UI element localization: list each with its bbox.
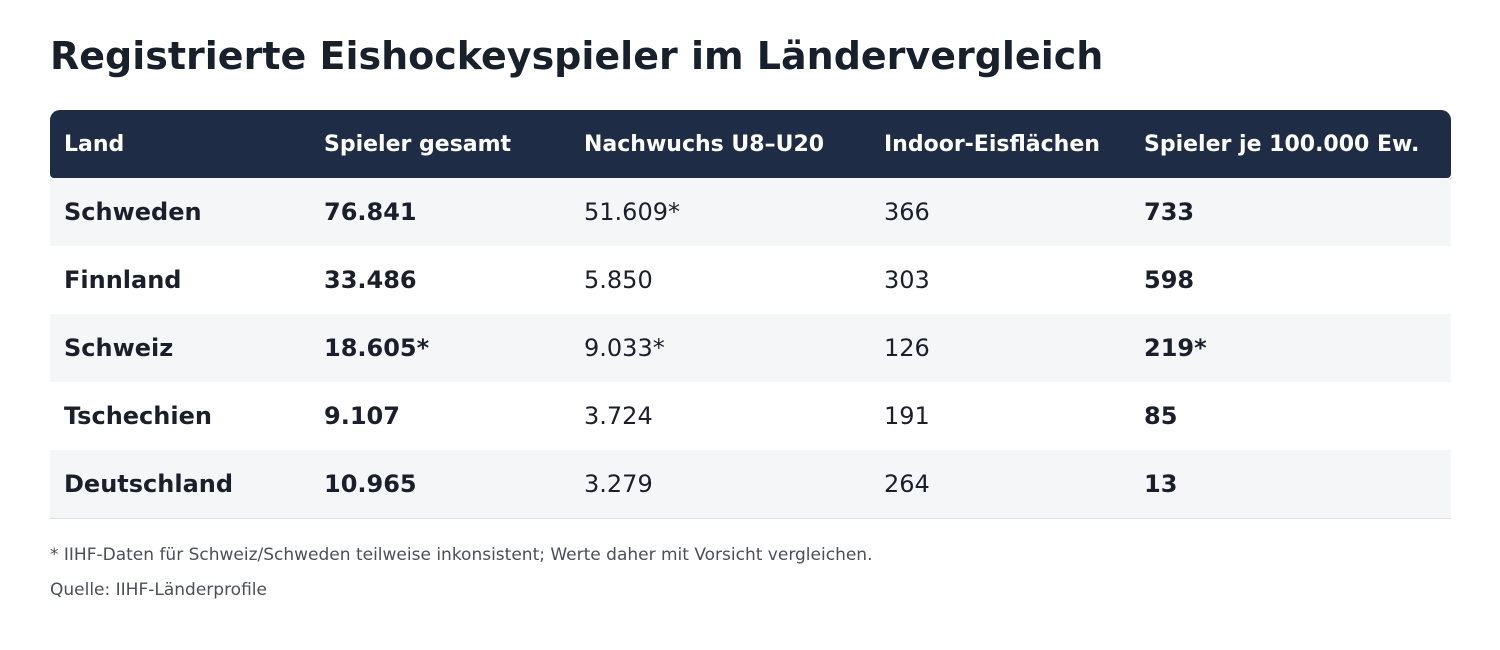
header-row: Land Spieler gesamt Nachwuchs U8–U20 Ind… — [50, 110, 1451, 178]
cell-land: Finnland — [50, 246, 310, 314]
cell-land: Schweiz — [50, 314, 310, 382]
source-note: Quelle: IIHF-Länderprofile — [50, 580, 267, 600]
cell-spieler-gesamt: 9.107 — [310, 382, 570, 450]
table-body: Schweden 76.841 51.609* 366 733 Finnland… — [50, 178, 1451, 519]
cell-nachwuchs: 3.724 — [570, 382, 870, 450]
notes: * IIHF-Daten für Schweiz/Schweden teilwe… — [50, 544, 872, 614]
column-header-nachwuchs: Nachwuchs U8–U20 — [570, 110, 870, 178]
table-row: Schweden 76.841 51.609* 366 733 — [50, 178, 1451, 246]
column-header-indoor-eisflaechen: Indoor-Eisflächen — [870, 110, 1130, 178]
table-header: Land Spieler gesamt Nachwuchs U8–U20 Ind… — [50, 110, 1451, 178]
table-row: Finnland 33.486 5.850 303 598 — [50, 246, 1451, 314]
footnote: * IIHF-Daten für Schweiz/Schweden teilwe… — [50, 545, 873, 565]
table-container: Land Spieler gesamt Nachwuchs U8–U20 Ind… — [50, 110, 1451, 519]
cell-spieler-je-100000: 219* — [1130, 314, 1451, 382]
cell-nachwuchs: 9.033* — [570, 314, 870, 382]
cell-indoor-eisflaechen: 366 — [870, 178, 1130, 246]
column-header-land: Land — [50, 110, 310, 178]
table-row: Tschechien 9.107 3.724 191 85 — [50, 382, 1451, 450]
data-table: Land Spieler gesamt Nachwuchs U8–U20 Ind… — [50, 110, 1451, 519]
cell-spieler-je-100000: 13 — [1130, 450, 1451, 519]
column-header-spieler-gesamt: Spieler gesamt — [310, 110, 570, 178]
cell-spieler-je-100000: 85 — [1130, 382, 1451, 450]
column-header-spieler-je-100000: Spieler je 100.000 Ew. — [1130, 110, 1451, 178]
cell-spieler-gesamt: 18.605* — [310, 314, 570, 382]
cell-spieler-je-100000: 598 — [1130, 246, 1451, 314]
cell-spieler-je-100000: 733 — [1130, 178, 1451, 246]
cell-spieler-gesamt: 33.486 — [310, 246, 570, 314]
table-row: Deutschland 10.965 3.279 264 13 — [50, 450, 1451, 519]
cell-indoor-eisflaechen: 191 — [870, 382, 1130, 450]
table-row: Schweiz 18.605* 9.033* 126 219* — [50, 314, 1451, 382]
cell-spieler-gesamt: 76.841 — [310, 178, 570, 246]
cell-land: Schweden — [50, 178, 310, 246]
cell-indoor-eisflaechen: 303 — [870, 246, 1130, 314]
cell-land: Tschechien — [50, 382, 310, 450]
page-title: Registrierte Eishockeyspieler im Länderv… — [50, 34, 1104, 78]
cell-nachwuchs: 51.609* — [570, 178, 870, 246]
cell-nachwuchs: 5.850 — [570, 246, 870, 314]
cell-nachwuchs: 3.279 — [570, 450, 870, 519]
cell-indoor-eisflaechen: 264 — [870, 450, 1130, 519]
cell-spieler-gesamt: 10.965 — [310, 450, 570, 519]
cell-indoor-eisflaechen: 126 — [870, 314, 1130, 382]
cell-land: Deutschland — [50, 450, 310, 519]
